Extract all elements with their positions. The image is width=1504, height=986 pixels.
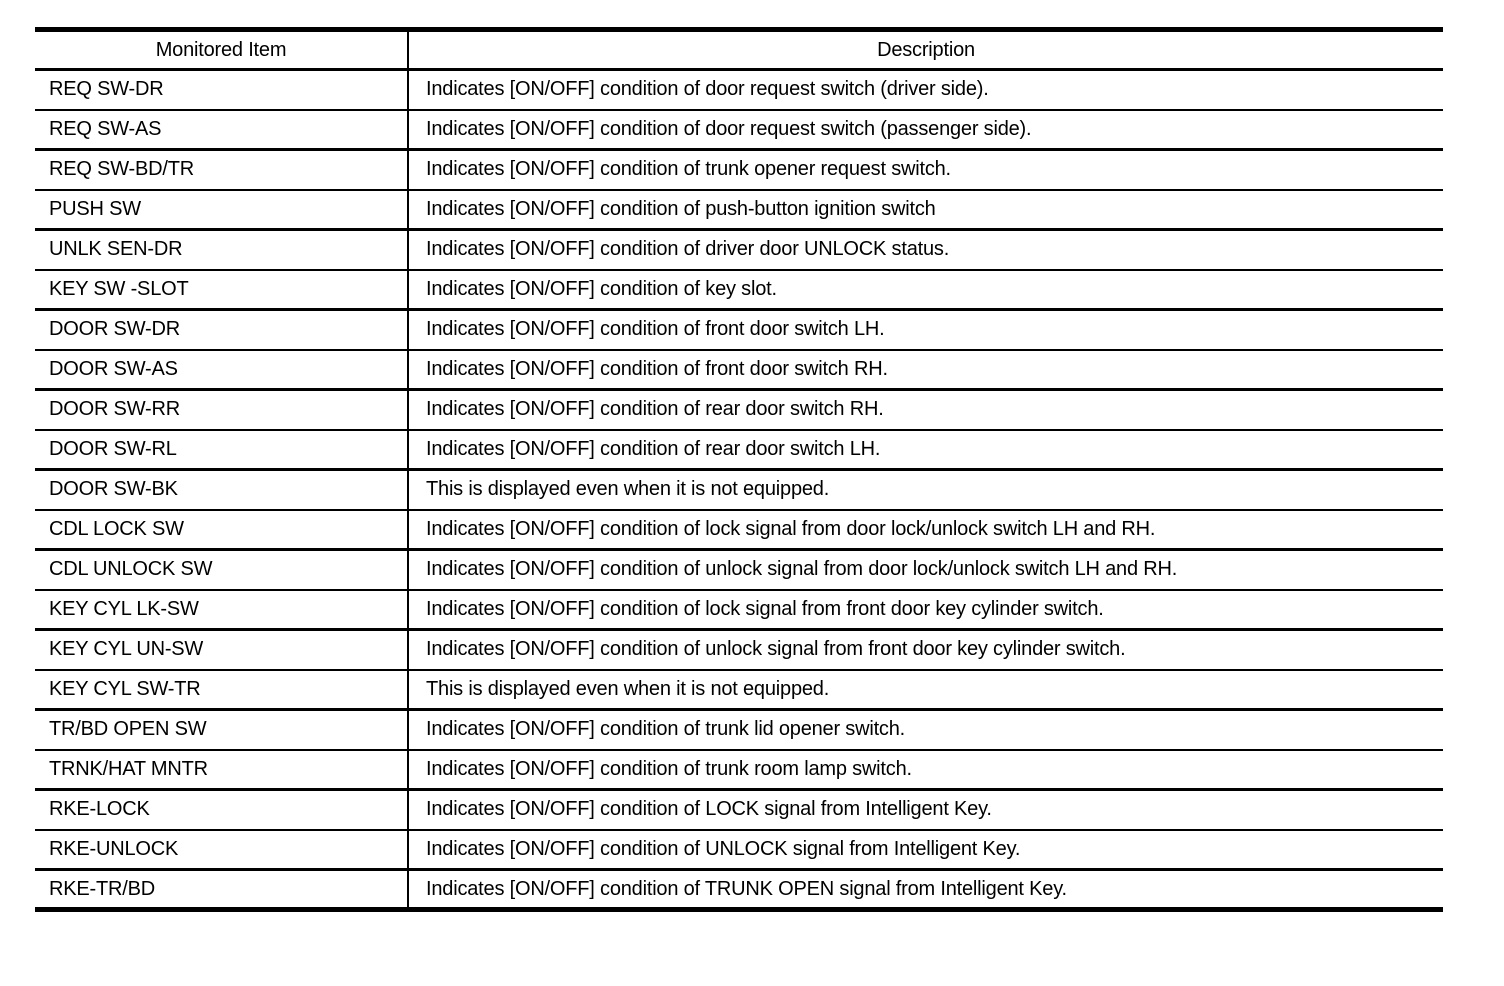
monitored-item-cell: REQ SW-DR	[35, 69, 409, 111]
table-row: TRNK/HAT MNTR Indicates [ON/OFF] conditi…	[35, 749, 1443, 791]
description-cell: Indicates [ON/OFF] condition of push-but…	[408, 189, 1443, 231]
monitored-item-cell: UNLK SEN-DR	[35, 229, 409, 271]
table-row: PUSH SW Indicates [ON/OFF] condition of …	[35, 189, 1443, 231]
table-header-row: Monitored Item Description	[35, 29, 1443, 71]
description-cell: Indicates [ON/OFF] condition of lock sig…	[408, 589, 1443, 631]
monitored-item-cell: REQ SW-AS	[35, 109, 409, 151]
monitored-item-cell: DOOR SW-AS	[35, 349, 409, 391]
table-row: KEY CYL SW-TR This is displayed even whe…	[35, 669, 1443, 711]
monitored-item-cell: REQ SW-BD/TR	[35, 149, 409, 191]
description-cell: Indicates [ON/OFF] condition of trunk li…	[408, 709, 1443, 751]
table-row: DOOR SW-AS Indicates [ON/OFF] condition …	[35, 349, 1443, 391]
monitored-item-cell: DOOR SW-BK	[35, 469, 409, 511]
description-cell: Indicates [ON/OFF] condition of driver d…	[408, 229, 1443, 271]
monitored-item-cell: RKE-TR/BD	[35, 869, 409, 910]
table-row: KEY CYL UN-SW Indicates [ON/OFF] conditi…	[35, 629, 1443, 671]
table-header: Monitored Item Description	[35, 29, 1443, 71]
description-cell: Indicates [ON/OFF] condition of trunk op…	[408, 149, 1443, 191]
column-header-monitored-item: Monitored Item	[35, 29, 409, 71]
description-cell: Indicates [ON/OFF] condition of trunk ro…	[408, 749, 1443, 791]
table-row: KEY CYL LK-SW Indicates [ON/OFF] conditi…	[35, 589, 1443, 631]
table-row: KEY SW -SLOT Indicates [ON/OFF] conditio…	[35, 269, 1443, 311]
table-row: REQ SW-AS Indicates [ON/OFF] condition o…	[35, 109, 1443, 151]
description-cell: Indicates [ON/OFF] condition of key slot…	[408, 269, 1443, 311]
table-row: TR/BD OPEN SW Indicates [ON/OFF] conditi…	[35, 709, 1443, 751]
description-cell: Indicates [ON/OFF] condition of UNLOCK s…	[408, 829, 1443, 871]
description-cell: Indicates [ON/OFF] condition of door req…	[408, 69, 1443, 111]
description-cell: Indicates [ON/OFF] condition of rear doo…	[408, 429, 1443, 471]
monitored-item-cell: KEY CYL UN-SW	[35, 629, 409, 671]
monitored-item-cell: TRNK/HAT MNTR	[35, 749, 409, 791]
table-row: CDL LOCK SW Indicates [ON/OFF] condition…	[35, 509, 1443, 551]
description-cell: Indicates [ON/OFF] condition of front do…	[408, 309, 1443, 351]
table-row: DOOR SW-DR Indicates [ON/OFF] condition …	[35, 309, 1443, 351]
monitored-item-cell: CDL UNLOCK SW	[35, 549, 409, 591]
description-cell: Indicates [ON/OFF] condition of front do…	[408, 349, 1443, 391]
description-cell: Indicates [ON/OFF] condition of unlock s…	[408, 549, 1443, 591]
description-cell: Indicates [ON/OFF] condition of TRUNK OP…	[426, 877, 1067, 900]
description-cell: This is displayed even when it is not eq…	[408, 669, 1443, 711]
table-body: REQ SW-DR Indicates [ON/OFF] condition o…	[35, 69, 1443, 910]
monitored-item-cell: KEY CYL SW-TR	[35, 669, 409, 711]
description-cell: Indicates [ON/OFF] condition of door req…	[408, 109, 1443, 151]
monitored-item-cell: RKE-LOCK	[35, 789, 409, 831]
table-row: DOOR SW-RR Indicates [ON/OFF] condition …	[35, 389, 1443, 431]
monitored-item-cell: RKE-UNLOCK	[35, 829, 409, 871]
table-row: REQ SW-DR Indicates [ON/OFF] condition o…	[35, 69, 1443, 111]
table-row: RKE-TR/BD Indicates [ON/OFF] condition o…	[35, 869, 1443, 910]
table-row: RKE-UNLOCK Indicates [ON/OFF] condition …	[35, 829, 1443, 871]
monitored-item-cell: DOOR SW-DR	[35, 309, 409, 351]
table-row: REQ SW-BD/TR Indicates [ON/OFF] conditio…	[35, 149, 1443, 191]
monitored-item-cell: DOOR SW-RR	[35, 389, 409, 431]
monitored-items-table: Monitored Item Description REQ SW-DR Ind…	[35, 27, 1443, 912]
monitored-item-cell: KEY CYL LK-SW	[35, 589, 409, 631]
table-row: CDL UNLOCK SW Indicates [ON/OFF] conditi…	[35, 549, 1443, 591]
table-row: RKE-LOCK Indicates [ON/OFF] condition of…	[35, 789, 1443, 831]
table-row: DOOR SW-RL Indicates [ON/OFF] condition …	[35, 429, 1443, 471]
monitored-item-cell: KEY SW -SLOT	[35, 269, 409, 311]
table-row: DOOR SW-BK This is displayed even when i…	[35, 469, 1443, 511]
monitored-item-cell: DOOR SW-RL	[35, 429, 409, 471]
description-cell: Indicates [ON/OFF] condition of unlock s…	[408, 629, 1443, 671]
description-cell: This is displayed even when it is not eq…	[408, 469, 1443, 511]
column-header-description: Description	[408, 29, 1443, 71]
monitored-item-cell: TR/BD OPEN SW	[35, 709, 409, 751]
table-row: UNLK SEN-DR Indicates [ON/OFF] condition…	[35, 229, 1443, 271]
monitored-item-cell: CDL LOCK SW	[35, 509, 409, 551]
description-cell: Indicates [ON/OFF] condition of rear doo…	[408, 389, 1443, 431]
description-cell: Indicates [ON/OFF] condition of lock sig…	[408, 509, 1443, 551]
monitored-item-cell: PUSH SW	[35, 189, 409, 231]
description-cell: Indicates [ON/OFF] condition of LOCK sig…	[408, 789, 1443, 831]
